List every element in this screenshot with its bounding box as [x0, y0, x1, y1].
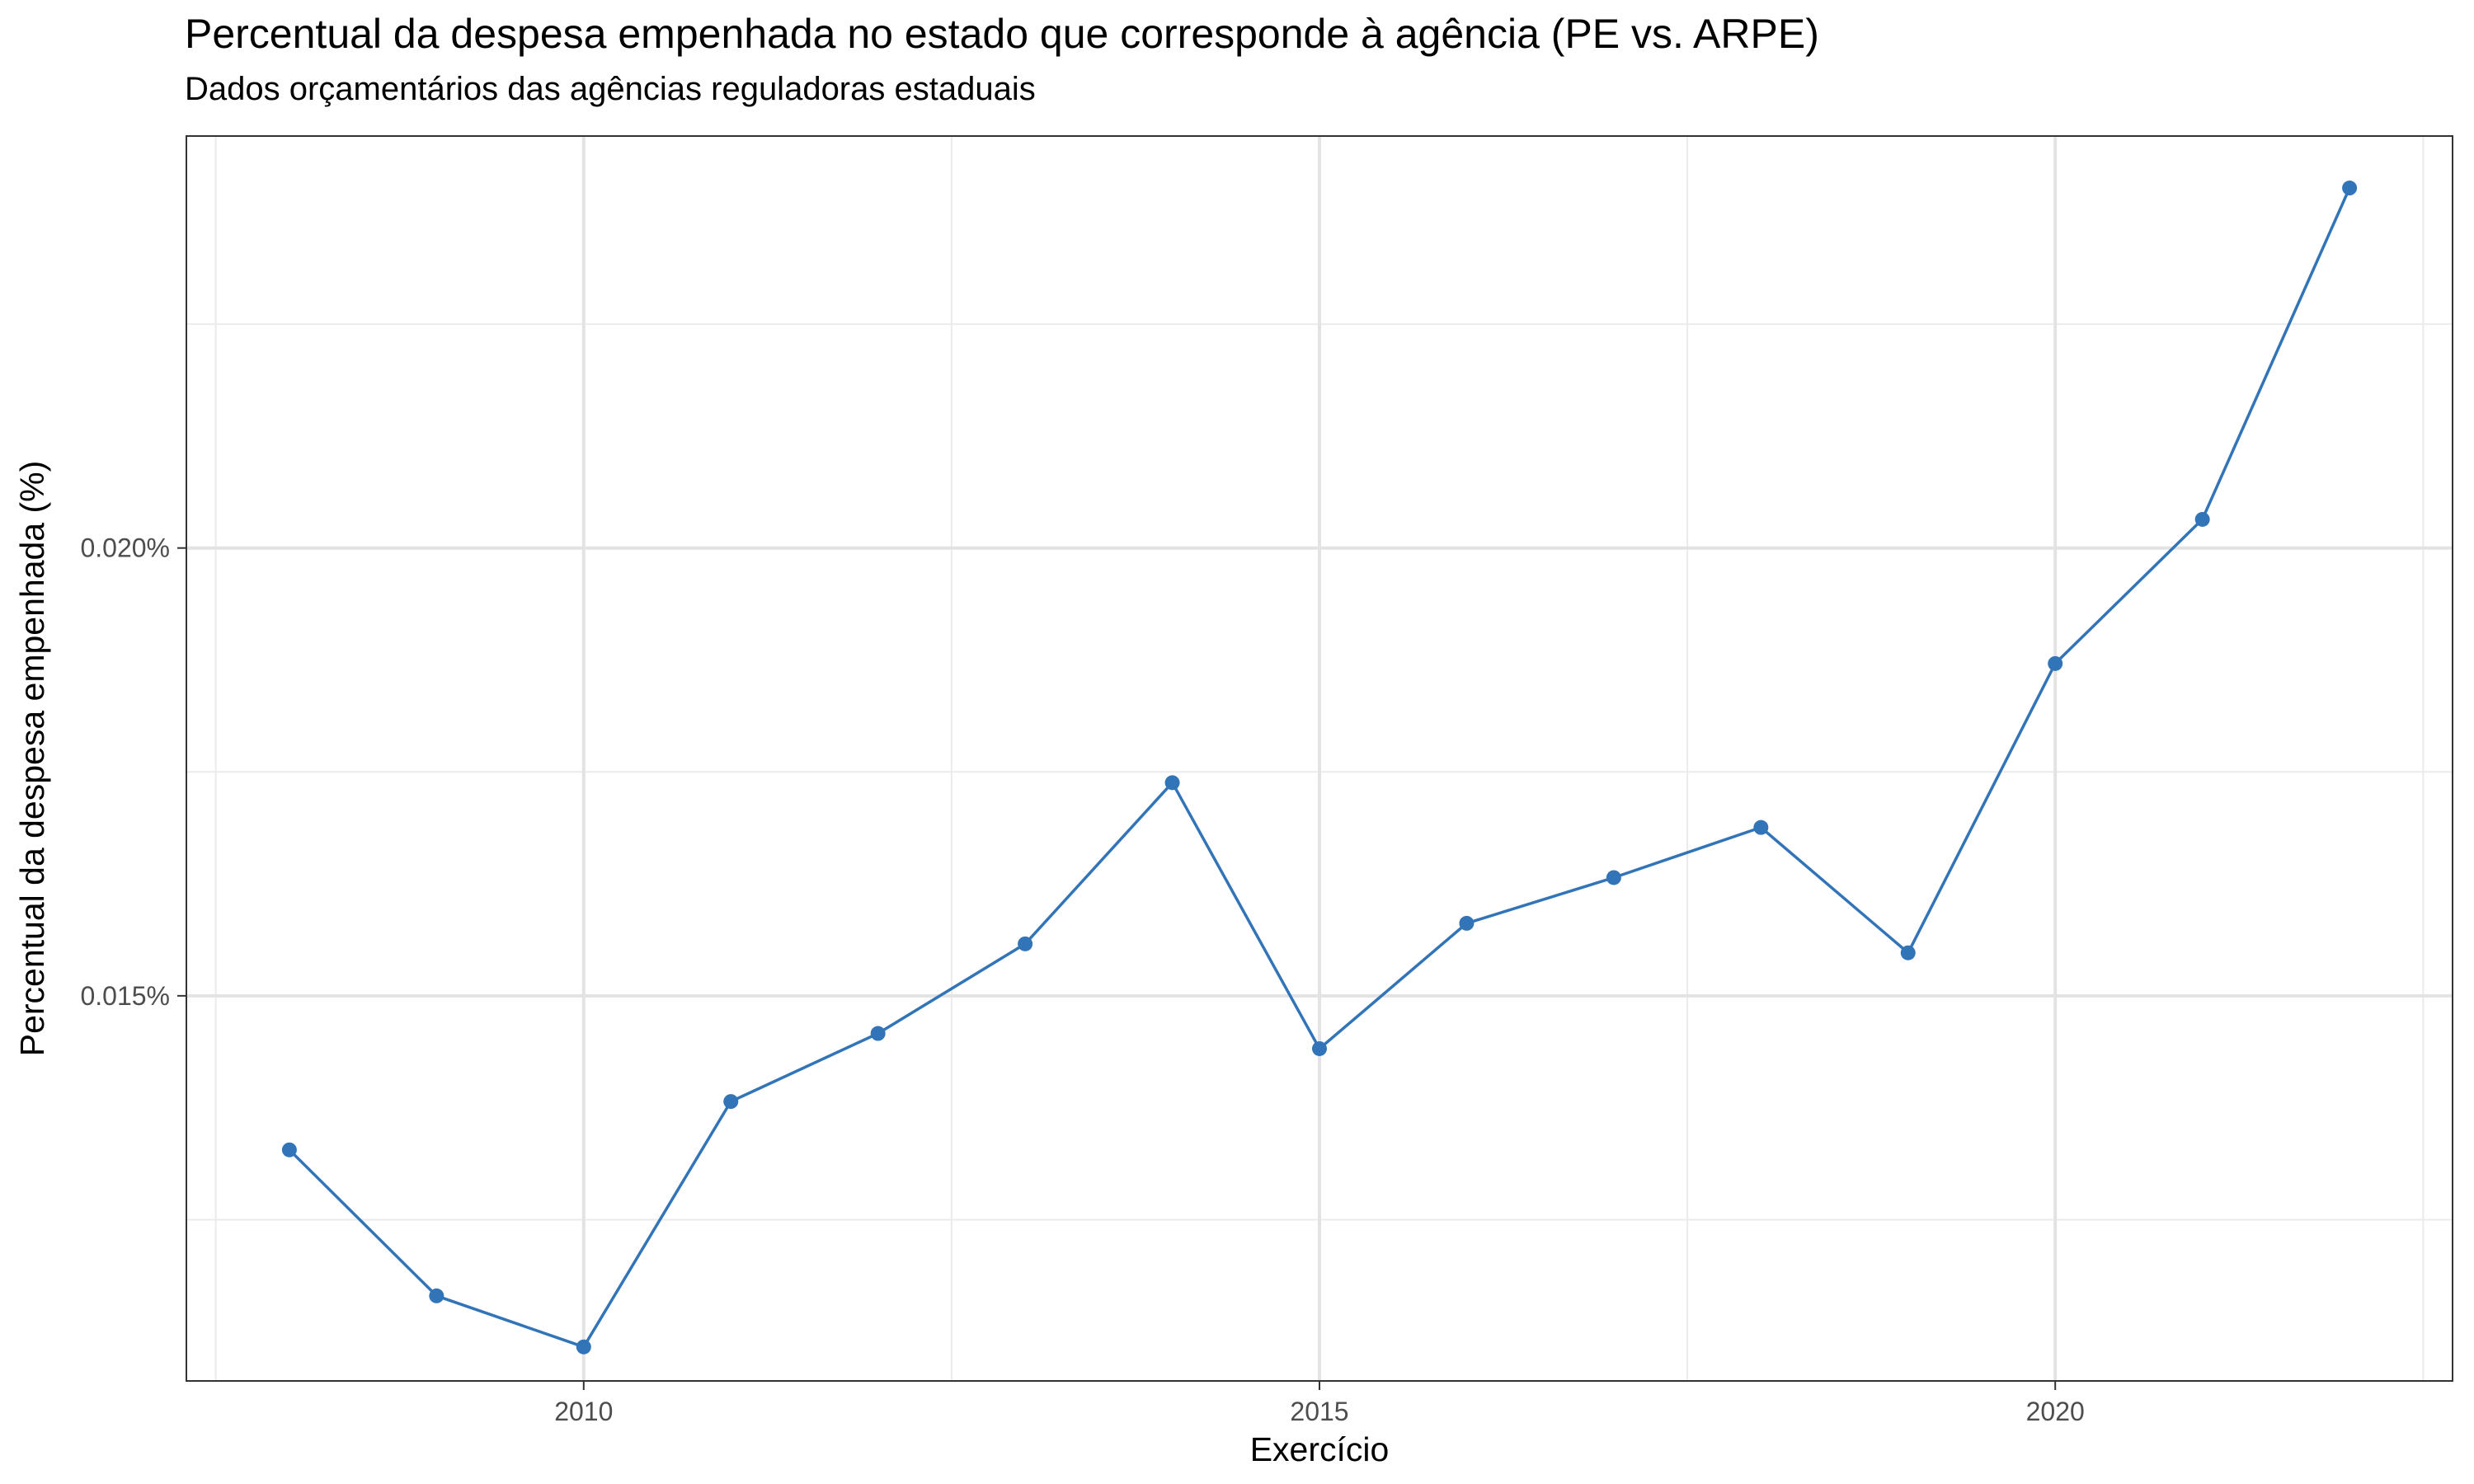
x-tick-label: 2020: [2026, 1397, 2085, 1426]
data-point: [576, 1339, 591, 1355]
series-layer: [281, 181, 2358, 1355]
data-point: [1164, 775, 1180, 791]
data-point: [2048, 655, 2063, 671]
x-axis-title: Exercício: [1250, 1430, 1390, 1468]
chart-subtitle: Dados orçamentários das agências regulad…: [185, 71, 1036, 107]
data-point: [281, 1142, 297, 1158]
data-point: [2342, 181, 2358, 196]
x-tick-label: 2015: [1290, 1397, 1348, 1426]
x-tick-label: 2010: [554, 1397, 613, 1426]
data-point: [429, 1288, 444, 1303]
data-point: [723, 1094, 739, 1110]
data-point: [870, 1026, 886, 1041]
data-point: [2194, 511, 2210, 527]
data-point: [1606, 870, 1621, 885]
tick-labels: 2010 2015 2020 0.015% 0.020%: [80, 533, 2084, 1426]
y-tick-label: 0.020%: [80, 533, 170, 563]
y-axis-title: Percentual da despesa empenhada (%): [13, 461, 51, 1057]
y-tick-label: 0.015%: [80, 981, 170, 1011]
axis-ticks: [177, 547, 2057, 1390]
data-point: [1459, 915, 1475, 931]
chart-title: Percentual da despesa empenhada no estad…: [185, 11, 1819, 57]
data-point: [1753, 819, 1769, 835]
major-gridlines: [186, 136, 2453, 1381]
data-point: [1900, 945, 1916, 960]
data-point: [1312, 1040, 1327, 1056]
data-point: [1018, 936, 1033, 951]
